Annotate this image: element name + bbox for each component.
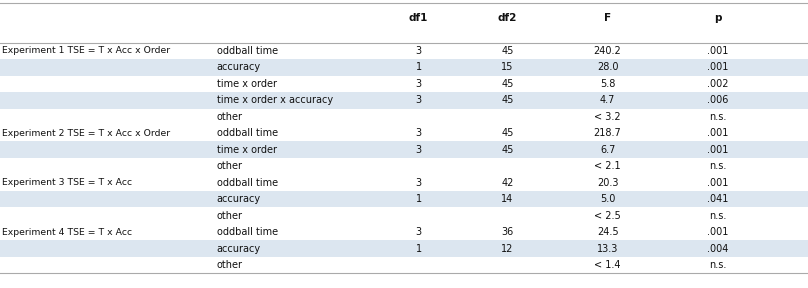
Text: .041: .041: [707, 194, 728, 204]
Text: p: p: [713, 14, 722, 23]
Text: .001: .001: [707, 227, 728, 237]
Bar: [0, 92, 808, 109]
Text: 3: 3: [415, 227, 422, 237]
Text: 3: 3: [415, 145, 422, 155]
Text: other: other: [217, 161, 242, 171]
Text: oddball time: oddball time: [217, 227, 278, 237]
Text: 218.7: 218.7: [594, 128, 621, 138]
Text: < 3.2: < 3.2: [595, 112, 621, 122]
Text: 6.7: 6.7: [600, 145, 616, 155]
Text: 3: 3: [415, 79, 422, 89]
Text: oddball time: oddball time: [217, 128, 278, 138]
Text: .001: .001: [707, 46, 728, 56]
Text: n.s.: n.s.: [709, 112, 726, 122]
Bar: [0, 191, 808, 207]
Text: 45: 45: [501, 95, 514, 105]
Bar: [0, 240, 808, 257]
Text: 240.2: 240.2: [594, 46, 621, 56]
Text: .001: .001: [707, 62, 728, 72]
Text: n.s.: n.s.: [709, 161, 726, 171]
Text: 36: 36: [501, 227, 514, 237]
Text: 12: 12: [501, 244, 514, 253]
Text: n.s.: n.s.: [709, 260, 726, 270]
Text: 1: 1: [415, 194, 422, 204]
Text: time x order: time x order: [217, 79, 276, 89]
Text: Experiment 2 TSE = T x Acc x Order: Experiment 2 TSE = T x Acc x Order: [2, 129, 170, 138]
Text: 5.8: 5.8: [600, 79, 616, 89]
Text: 1: 1: [415, 244, 422, 253]
Bar: [0, 141, 808, 158]
Text: Experiment 3 TSE = T x Acc: Experiment 3 TSE = T x Acc: [2, 178, 132, 187]
Text: 45: 45: [501, 46, 514, 56]
Text: oddball time: oddball time: [217, 46, 278, 56]
Text: 45: 45: [501, 128, 514, 138]
Text: .002: .002: [707, 79, 728, 89]
Text: time x order: time x order: [217, 145, 276, 155]
Text: accuracy: accuracy: [217, 194, 261, 204]
Text: n.s.: n.s.: [709, 211, 726, 221]
Text: oddball time: oddball time: [217, 178, 278, 188]
Text: 20.3: 20.3: [597, 178, 618, 188]
Text: accuracy: accuracy: [217, 244, 261, 253]
Text: other: other: [217, 211, 242, 221]
Text: 3: 3: [415, 128, 422, 138]
Text: 14: 14: [501, 194, 514, 204]
Text: .001: .001: [707, 178, 728, 188]
Text: 15: 15: [501, 62, 514, 72]
Text: .004: .004: [707, 244, 728, 253]
Text: df1: df1: [409, 14, 428, 23]
Text: 42: 42: [501, 178, 514, 188]
Text: 45: 45: [501, 145, 514, 155]
Text: F: F: [604, 14, 611, 23]
Text: 45: 45: [501, 79, 514, 89]
Text: .006: .006: [707, 95, 728, 105]
Text: 3: 3: [415, 46, 422, 56]
Text: 4.7: 4.7: [600, 95, 616, 105]
Text: 28.0: 28.0: [597, 62, 618, 72]
Bar: [0, 59, 808, 75]
Text: .001: .001: [707, 145, 728, 155]
Text: other: other: [217, 260, 242, 270]
Text: Experiment 4 TSE = T x Acc: Experiment 4 TSE = T x Acc: [2, 228, 132, 236]
Text: 3: 3: [415, 178, 422, 188]
Text: Experiment 1 TSE = T x Acc x Order: Experiment 1 TSE = T x Acc x Order: [2, 46, 170, 55]
Text: 1: 1: [415, 62, 422, 72]
Text: < 2.5: < 2.5: [594, 211, 621, 221]
Text: df2: df2: [498, 14, 517, 23]
Text: .001: .001: [707, 128, 728, 138]
Text: time x order x accuracy: time x order x accuracy: [217, 95, 333, 105]
Text: < 2.1: < 2.1: [595, 161, 621, 171]
Text: 3: 3: [415, 95, 422, 105]
Text: 24.5: 24.5: [597, 227, 618, 237]
Text: 5.0: 5.0: [600, 194, 616, 204]
Text: < 1.4: < 1.4: [595, 260, 621, 270]
Text: other: other: [217, 112, 242, 122]
Text: accuracy: accuracy: [217, 62, 261, 72]
Text: 13.3: 13.3: [597, 244, 618, 253]
